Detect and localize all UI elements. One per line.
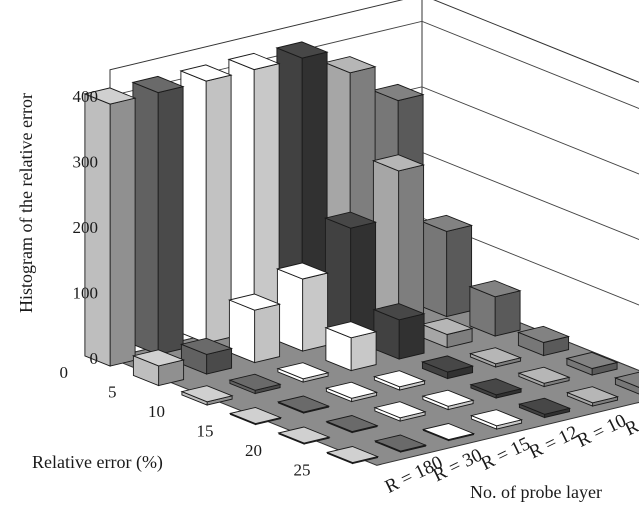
bar <box>565 386 620 407</box>
x-tick-label: 25 <box>294 460 311 479</box>
bar <box>276 395 331 414</box>
bar <box>517 397 572 419</box>
bar <box>419 214 474 318</box>
bar <box>372 370 427 391</box>
x-tick-label: 5 <box>108 382 117 401</box>
bar <box>227 293 282 364</box>
bar <box>275 262 330 352</box>
z-tick-label: 300 <box>73 153 99 172</box>
z-tick-label: 100 <box>73 284 99 303</box>
bar <box>275 41 329 321</box>
bar <box>613 371 639 395</box>
bar <box>373 401 427 422</box>
bar <box>468 280 522 337</box>
y-axis-label: No. of probe layer <box>470 482 602 502</box>
x-axis-ticks: 0 5 10 15 20 25 <box>60 363 311 480</box>
bar <box>324 321 378 372</box>
bar <box>131 75 185 356</box>
bar <box>325 415 379 434</box>
bar <box>469 409 524 430</box>
x-tick-label: 15 <box>197 421 214 440</box>
bar <box>131 349 186 387</box>
bar <box>372 303 426 360</box>
bar <box>83 87 137 367</box>
bar <box>325 446 380 465</box>
bar <box>324 381 379 403</box>
bar <box>469 378 523 399</box>
bar <box>468 347 523 368</box>
bar <box>228 407 283 426</box>
bar <box>517 366 571 388</box>
bar <box>421 423 476 442</box>
bar <box>228 373 282 395</box>
bar <box>371 154 426 329</box>
x-tick-label: 10 <box>148 402 165 421</box>
z-axis-label: Histogram of the relative error <box>16 93 36 313</box>
bar <box>179 64 233 344</box>
z-tick-label: 0 <box>90 349 99 368</box>
x-axis-label: Relative error (%) <box>32 452 163 473</box>
bar <box>227 52 281 333</box>
bar <box>516 325 571 357</box>
bar <box>323 211 378 341</box>
bar <box>180 385 234 406</box>
bars <box>83 41 639 465</box>
bar <box>420 317 474 349</box>
bar <box>179 337 234 375</box>
z-tick-label: 200 <box>73 218 99 237</box>
bar <box>420 355 475 380</box>
x-tick-label: 20 <box>245 441 262 460</box>
bar <box>276 362 330 383</box>
z-axis-ticks: 0 100 200 300 400 <box>73 87 99 368</box>
bar <box>565 351 619 376</box>
bar <box>421 389 475 411</box>
bar <box>373 434 428 453</box>
x-tick-label: 0 <box>60 363 69 382</box>
z-tick-label: 400 <box>73 87 99 106</box>
bar <box>277 426 331 445</box>
